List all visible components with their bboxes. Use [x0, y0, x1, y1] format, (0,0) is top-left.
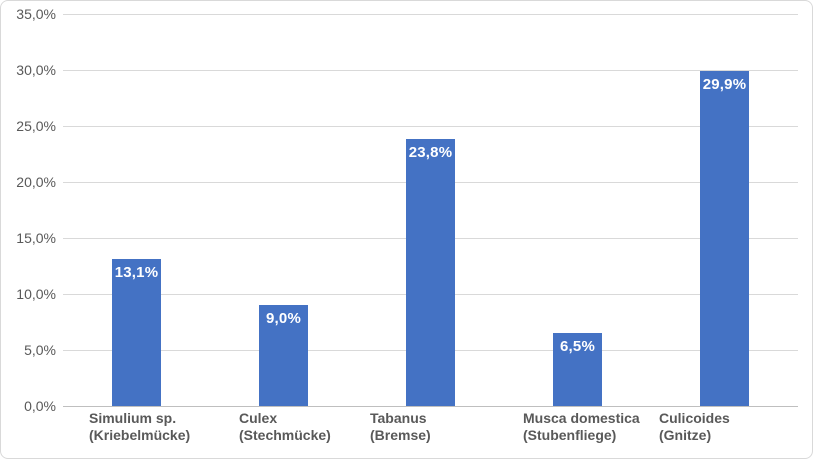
category-label: Tabanus (Bremse) — [370, 410, 431, 443]
y-tick-label: 35,0% — [16, 6, 56, 22]
bar: 13,1% — [112, 259, 161, 406]
bar: 6,5% — [553, 333, 602, 406]
category-label: Culex (Stechmücke) — [239, 410, 331, 443]
bar-value-label: 6,5% — [560, 338, 595, 355]
y-tick-label: 5,0% — [24, 342, 56, 358]
y-tick-label: 30,0% — [16, 62, 56, 78]
bar: 9,0% — [259, 305, 308, 406]
y-tick-label: 10,0% — [16, 286, 56, 302]
bar-value-label: 9,0% — [266, 310, 301, 327]
gridline — [63, 126, 798, 127]
y-tick-label: 25,0% — [16, 118, 56, 134]
bar-value-label: 13,1% — [114, 264, 159, 281]
category-label: Culicoides (Gnitze) — [659, 410, 730, 443]
bar: 29,9% — [700, 71, 749, 406]
y-tick-label: 0,0% — [24, 398, 56, 414]
plot-area: 13,1% 9,0% 23,8% 6,5% 29,9% — [63, 14, 798, 407]
gridline — [63, 70, 798, 71]
gridline — [63, 14, 798, 15]
bar-value-label: 29,9% — [702, 76, 747, 93]
bar: 23,8% — [406, 139, 455, 406]
bar-value-label: 23,8% — [408, 144, 453, 161]
y-tick-label: 20,0% — [16, 174, 56, 190]
category-label: Musca domestica (Stubenfliege) — [523, 410, 640, 443]
category-label: Simulium sp. (Kriebelmücke) — [89, 410, 191, 443]
y-tick-label: 15,0% — [16, 230, 56, 246]
